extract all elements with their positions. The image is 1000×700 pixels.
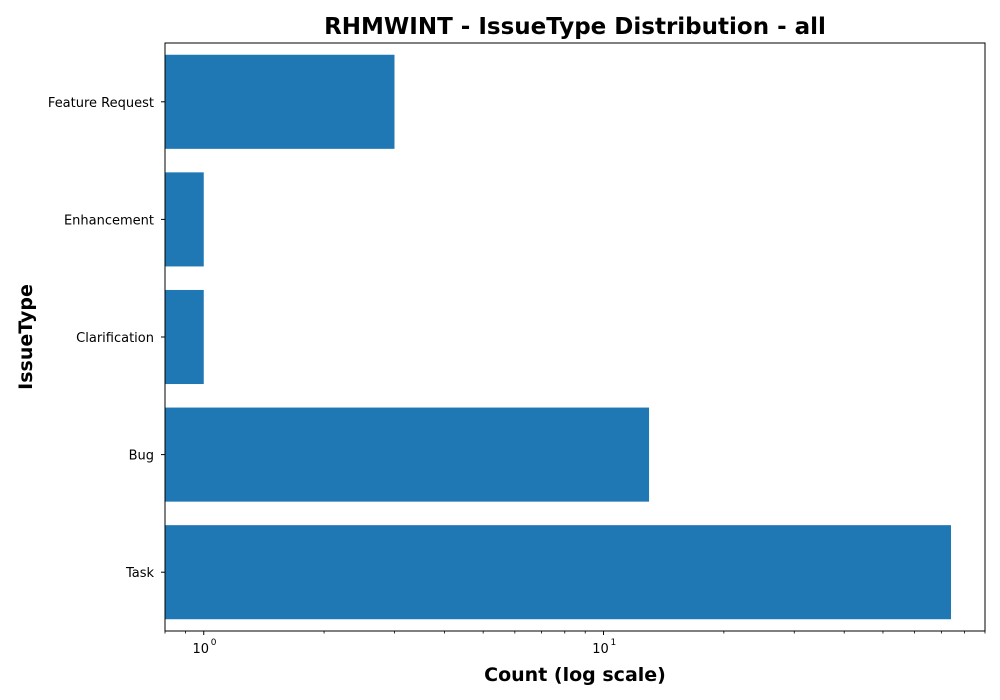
y-tick-label: Enhancement [64,213,154,228]
x-tick-label: 10 [192,642,209,657]
y-axis-label: IssueType [15,284,37,390]
bar-enhancement [165,172,204,267]
y-tick-label: Clarification [76,331,154,346]
x-tick-exponent: 1 [611,638,617,648]
bar-clarification [165,289,204,385]
y-tick-label: Bug [129,449,154,464]
x-axis-ticks: 10 0 10 1 [164,631,986,657]
bar-feature-request [165,54,395,149]
bar-task [165,525,952,620]
bar-bug [165,407,650,502]
y-tick-label: Feature Request [48,96,154,111]
y-tick-label: Task [125,566,155,581]
x-tick-exponent: 0 [211,638,217,648]
chart-title: RHMWINT - IssueType Distribution - all [324,14,826,40]
y-axis-ticks: Task Bug Clarification Enhancement Feature R… [48,96,165,581]
bars-group [165,54,952,620]
x-axis-label: Count (log scale) [484,664,666,686]
x-tick-label: 10 [592,642,609,657]
